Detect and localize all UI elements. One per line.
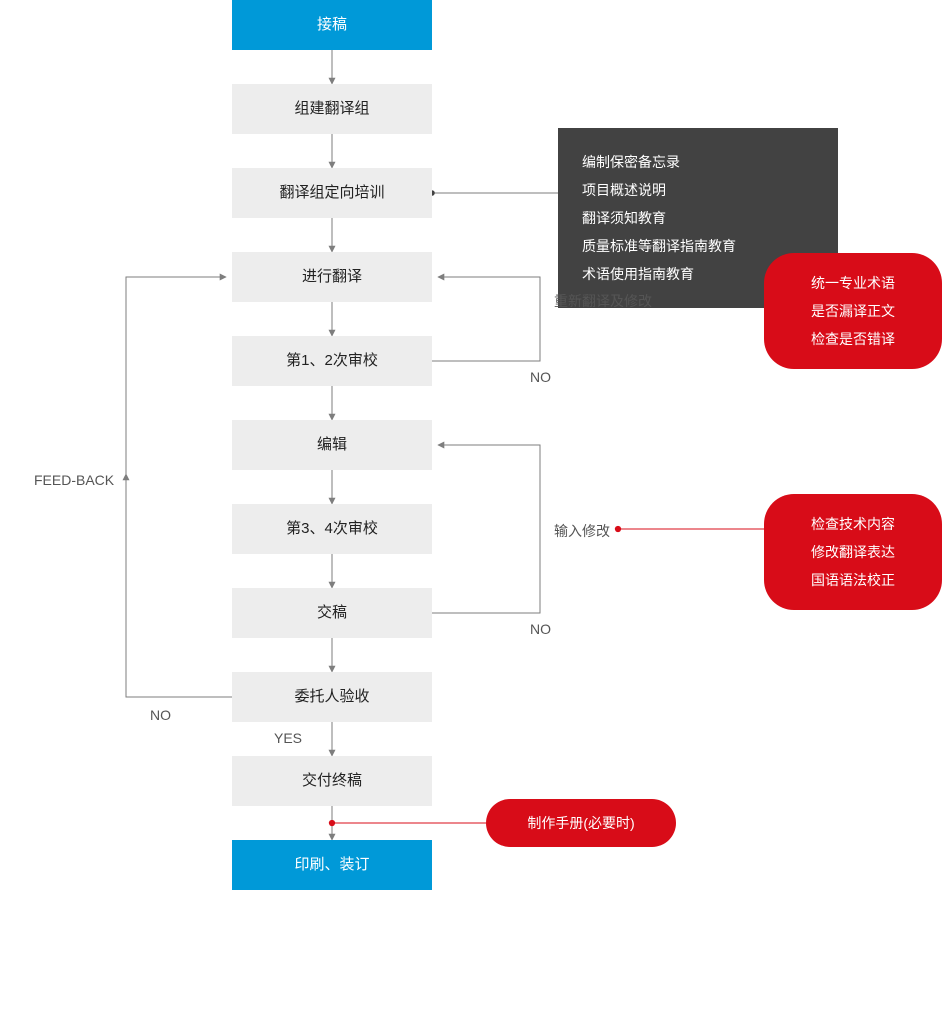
label-no-1: NO [530,369,551,385]
review-notes-pill-1: 统一专业术语是否漏译正文检查是否错译 [764,253,942,369]
panel-line: 翻译须知教育 [582,204,814,232]
panel-line: 项目概述说明 [582,176,814,204]
manual-pill: 制作手册(必要时) [486,799,676,847]
flowchart-canvas: 编制保密备忘录项目概述说明翻译须知教育质量标准等翻译指南教育术语使用指南教育 统… [0,0,948,1020]
pill-line: 是否漏译正文 [811,297,895,325]
review-notes-pill-2: 检查技术内容修改翻译表达国语语法校正 [764,494,942,610]
node-n6: 第3、4次审校 [232,504,432,554]
pill-line: 检查技术内容 [811,510,895,538]
pill-line: 统一专业术语 [811,269,895,297]
node-n8: 委托人验收 [232,672,432,722]
node-n5: 编辑 [232,420,432,470]
pill-line: 国语语法校正 [811,566,895,594]
node-n10: 印刷、装订 [232,840,432,890]
node-n7: 交稿 [232,588,432,638]
label-no-3: NO [150,707,171,723]
label-yes: YES [274,730,302,746]
pill-line: 制作手册(必要时) [527,809,634,837]
node-n3: 进行翻译 [232,252,432,302]
pill-line: 修改翻译表达 [811,538,895,566]
node-n9: 交付终稿 [232,756,432,806]
label-feedback: FEED-BACK [34,472,114,488]
node-n2: 翻译组定向培训 [232,168,432,218]
label-no-2: NO [530,621,551,637]
label-inputedit: 输入修改 [554,521,610,541]
label-retranslate: 重新翻译及修改 [554,291,652,311]
node-n1: 组建翻译组 [232,84,432,134]
panel-line: 编制保密备忘录 [582,148,814,176]
pill-line: 检查是否错译 [811,325,895,353]
node-n4: 第1、2次审校 [232,336,432,386]
node-n0: 接稿 [232,0,432,50]
